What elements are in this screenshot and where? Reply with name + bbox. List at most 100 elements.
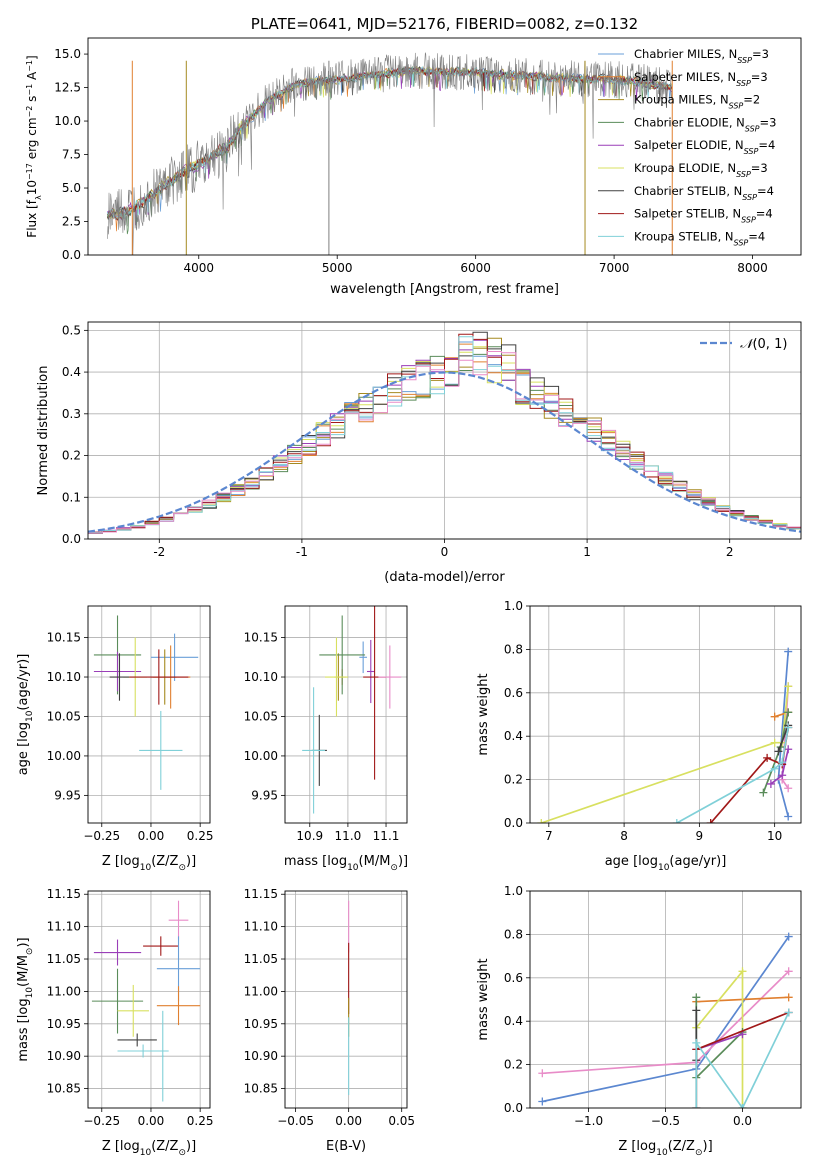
y-axis-label-part: ] xyxy=(25,55,39,60)
y-tick-label: 10.95 xyxy=(244,1017,278,1031)
plus-marker xyxy=(784,1008,793,1017)
weight-vs-age-plot xyxy=(537,647,793,823)
legend-suffix: =3 xyxy=(751,161,768,175)
y-axis-label: Flux [fλ10−17 erg cm−2 s−1 A−1] xyxy=(25,55,43,237)
x-tick-label: 5000 xyxy=(322,261,353,275)
legend-sub: SSP xyxy=(745,124,760,133)
x-tick-label: 0.00 xyxy=(138,1114,165,1128)
x-axis-label-part: )] xyxy=(186,854,196,869)
y-tick-label: 10.0 xyxy=(54,114,81,128)
age-vs-mass-plot xyxy=(302,606,402,814)
y-tick-label: 9.95 xyxy=(54,788,81,802)
plus-marker xyxy=(692,993,701,1002)
plus-marker xyxy=(784,647,793,656)
x-axis-label-part: (age/yr)] xyxy=(669,854,726,869)
legend-name: Chabrier ELODIE, N xyxy=(634,115,745,129)
x-tick-label: −0.25 xyxy=(83,1114,120,1128)
legend-sub: SSP xyxy=(734,238,749,247)
y-tick-label: 0.0 xyxy=(504,816,523,830)
axes-frame xyxy=(87,37,802,256)
y-axis-label-part: s xyxy=(25,96,39,106)
axes-frame xyxy=(87,605,211,824)
axes-frame xyxy=(529,605,802,824)
legend-suffix: =4 xyxy=(748,229,765,243)
plus-marker xyxy=(784,784,793,793)
x-axis-label: wavelength [Angstrom, rest frame] xyxy=(330,282,559,297)
histogram-step xyxy=(88,351,801,534)
x-axis-label: Z [log10(Z/Z⊙)] xyxy=(102,854,196,873)
model-spectrum xyxy=(107,67,673,226)
model-spectrum xyxy=(107,65,673,235)
legend-sub: SSP xyxy=(736,78,751,87)
y-tick-label: 15.0 xyxy=(54,47,81,61)
legend-entry: Salpeter MILES, NSSP=3 xyxy=(634,70,768,88)
model-spectrum xyxy=(107,66,673,221)
y-tick-label: 10.05 xyxy=(47,709,81,723)
y-tick-label: 0.0 xyxy=(504,1101,523,1115)
error-point xyxy=(117,1044,169,1058)
legend-name: Chabrier MILES, N xyxy=(634,47,737,61)
plus-marker xyxy=(763,753,772,762)
x-tick-label: 0.00 xyxy=(335,1114,362,1128)
y-tick-label: 10.05 xyxy=(244,709,278,723)
histogram-step xyxy=(88,333,801,533)
chart-title: PLATE=0641, MJD=52176, FIBERID=0082, z=0… xyxy=(251,15,638,33)
y-tick-label: 0.2 xyxy=(504,773,523,787)
weight-series xyxy=(692,993,747,1082)
error-point xyxy=(117,984,149,1037)
y-axis-label-part: erg cm xyxy=(25,117,39,163)
y-tick-label: 5.0 xyxy=(62,181,81,195)
x-axis-label-part: 10 xyxy=(140,1148,152,1158)
x-axis-label-part: 10 xyxy=(656,1148,668,1158)
legend-entry: Salpeter ELODIE, NSSP=4 xyxy=(634,138,775,156)
x-axis-label-part: mass [log xyxy=(284,854,347,869)
x-tick-label: 8 xyxy=(620,829,628,843)
legend-suffix: =4 xyxy=(756,207,773,221)
mass-vs-ebv-axes: −0.05 0.00 0.05 10.85 10.90 10.95 11.00 11.05 11… xyxy=(244,887,415,1154)
error-point xyxy=(139,710,183,790)
x-tick-label: −0.25 xyxy=(83,829,120,843)
legend-name: Kroupa MILES, N xyxy=(634,93,729,107)
x-tick-label: 0 xyxy=(441,545,449,559)
weight-series xyxy=(770,708,793,721)
legend-suffix: =3 xyxy=(752,47,769,61)
x-tick-label: 8000 xyxy=(737,261,768,275)
error-point xyxy=(93,939,142,966)
y-tick-label: 0.8 xyxy=(504,927,523,941)
spectrum-plot xyxy=(107,52,673,255)
x-tick-label: −0.5 xyxy=(651,1114,680,1128)
plus-marker xyxy=(759,788,768,797)
y-tick-label: 0.8 xyxy=(504,642,523,656)
error-point xyxy=(117,1033,157,1047)
plus-marker xyxy=(774,747,783,756)
y-axis-label: age [log10(age/yr)] xyxy=(16,654,35,776)
y-tick-label: 11.00 xyxy=(47,984,81,998)
mass-vs-Z-axes: −0.25 0.00 0.25 10.85 10.90 10.95 11.00 11.05 11… xyxy=(16,887,214,1158)
x-tick-label: 7 xyxy=(545,829,553,843)
y-axis-label-part: (age/yr)] xyxy=(16,654,31,711)
y-tick-label: 1.0 xyxy=(504,599,523,613)
x-axis-label-part: 10 xyxy=(658,863,670,873)
y-axis-label-part: 10 xyxy=(25,987,35,999)
y-tick-label: 0.4 xyxy=(62,365,81,379)
error-point xyxy=(366,639,375,704)
plus-marker xyxy=(738,1104,747,1108)
plus-marker xyxy=(538,1069,547,1078)
plus-marker xyxy=(784,708,793,717)
y-axis-label-part: −1 xyxy=(25,60,34,72)
legend-suffix: =4 xyxy=(758,138,775,152)
legend-suffix: =3 xyxy=(751,70,768,84)
legend-suffix: =2 xyxy=(743,93,760,107)
x-axis-label-part: (Z/Z xyxy=(151,854,178,869)
series-line xyxy=(541,686,790,823)
x-tick-label: 0.25 xyxy=(187,829,214,843)
y-tick-label: 10.10 xyxy=(47,670,81,684)
plus-marker xyxy=(784,723,793,732)
y-tick-label: 0.0 xyxy=(62,248,81,262)
x-tick-label: 0.00 xyxy=(138,829,165,843)
error-point xyxy=(150,633,199,681)
series-line xyxy=(695,997,744,1080)
plus-marker xyxy=(784,745,793,754)
plus-marker xyxy=(784,932,793,941)
y-axis-label-part: age [log xyxy=(16,722,31,775)
